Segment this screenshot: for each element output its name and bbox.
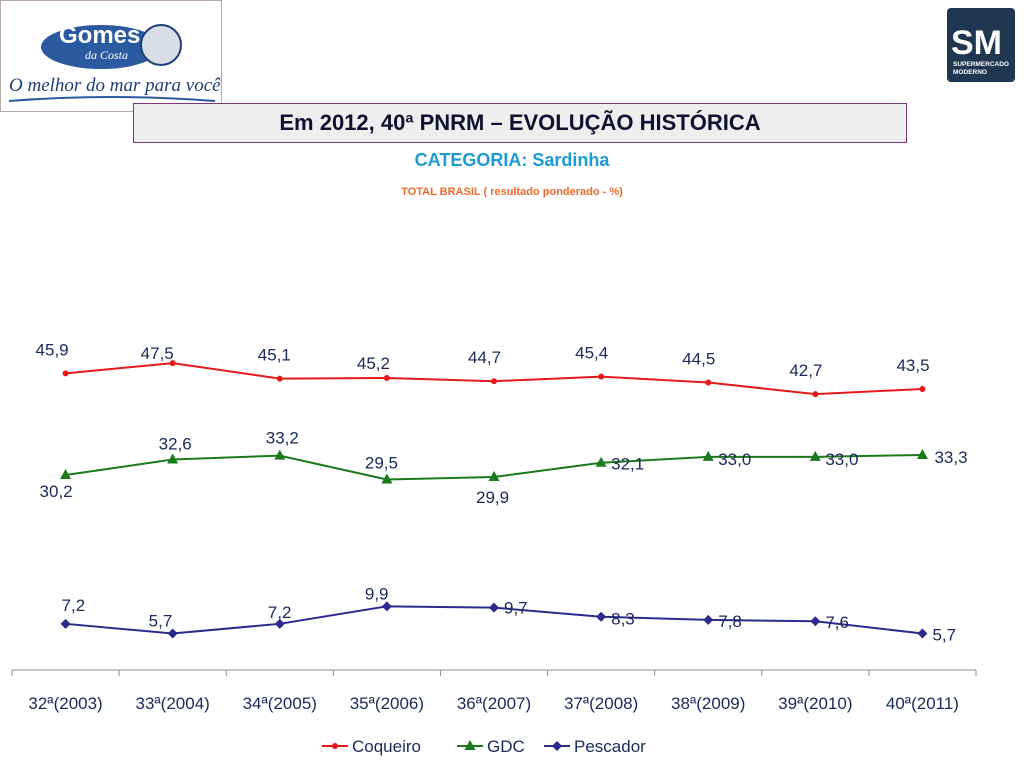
x-tick-label: 37ª(2008) [564,694,638,713]
data-label-gdc: 29,9 [476,488,509,507]
data-label-coqueiro: 44,7 [468,348,501,367]
data-point-coqueiro [812,391,819,398]
x-tick-label: 33ª(2004) [135,694,209,713]
series-gdc: 30,2 32,6 33,2 29,5 29,9 32,1 33,0 33,0 33,3 [40,429,968,507]
data-label-pescador: 9,9 [365,584,389,603]
data-point-coqueiro [598,373,605,380]
page-title: Em 2012, 40ª PNRM – EVOLUÇÃO HISTÓRICA [279,110,761,135]
data-point-gdc [274,449,286,460]
x-tick-label: 34ª(2005) [243,694,317,713]
legend-label-gdc: GDC [487,737,525,756]
legend-item-gdc: GDC [457,737,525,756]
data-label-coqueiro: 47,5 [141,344,174,363]
data-point-pescador [167,628,178,639]
x-axis: 32ª(2003) 33ª(2004) 34ª(2005) 35ª(2006) 36ª(… [11,669,977,713]
x-tick-label: 38ª(2009) [671,694,745,713]
data-point-pescador [489,602,499,613]
data-label-pescador: 9,7 [504,599,528,618]
data-point-pescador [381,601,392,612]
data-point-coqueiro [383,374,390,381]
data-point-gdc [167,453,179,464]
legend-marker-pescador [552,741,562,751]
data-label-pescador: 7,6 [825,613,849,632]
data-label-pescador: 5,7 [932,626,956,645]
x-tick-label: 35ª(2006) [350,694,424,713]
legend-item-pescador: Pescador [544,737,646,756]
data-point-coqueiro [491,378,497,385]
legend-label-pescador: Pescador [574,737,646,756]
data-label-pescador: 8,3 [611,610,635,629]
x-tick-label: 40ª(2011) [886,694,959,713]
chart-title: CATEGORIA: Sardinha [414,150,610,170]
data-label-coqueiro: 42,7 [789,361,822,380]
data-point-pescador [703,614,714,625]
legend-marker-gdc [464,740,476,750]
x-tick-label: 36ª(2007) [457,694,531,713]
data-point-coqueiro [169,360,176,367]
data-point-gdc [702,450,714,461]
header-title-box: Em 2012, 40ª PNRM – EVOLUÇÃO HISTÓRICA [133,103,907,143]
data-point-gdc [809,450,821,461]
data-label-gdc: 30,2 [40,482,73,501]
supermercado-moderno-logo: SM SUPERMERCADO MODERNO [947,8,1015,82]
data-point-pescador [274,618,285,629]
data-point-gdc [381,473,393,484]
data-point-gdc [595,456,607,467]
data-label-pescador: 7,2 [268,603,292,622]
data-point-pescador [917,628,928,639]
data-point-pescador [60,618,71,629]
data-point-coqueiro [919,385,926,392]
data-label-coqueiro: 45,9 [36,340,69,359]
data-point-coqueiro [276,375,283,382]
legend: Coqueiro GDC Pescador [322,737,646,756]
x-tick-label: 39ª(2010) [778,694,852,713]
data-label-coqueiro: 44,5 [682,349,715,368]
data-label-pescador: 7,8 [718,612,742,631]
data-label-coqueiro: 43,5 [896,356,929,375]
legend-item-coqueiro: Coqueiro [322,737,421,756]
data-label-pescador: 7,2 [62,596,86,615]
data-label-gdc: 32,6 [159,434,192,453]
series-coqueiro: 45,9 47,5 45,1 45,2 44,7 45,4 44,5 42,7 43,5 [36,340,930,398]
x-tick-label: 32ª(2003) [28,694,102,713]
data-label-pescador: 5,7 [149,612,173,631]
logo-sub: da Costa [85,48,128,62]
data-label-gdc: 33,0 [825,450,858,469]
data-label-gdc: 33,3 [934,448,967,467]
legend-label-coqueiro: Coqueiro [352,737,421,756]
data-label-coqueiro: 45,2 [357,354,390,373]
data-point-coqueiro [705,379,712,386]
series-layer: 45,9 47,5 45,1 45,2 44,7 45,4 44,5 42,7 43,5 30,2… [36,340,968,644]
data-label-gdc: 33,0 [718,450,751,469]
data-point-gdc [60,469,72,480]
chef-icon [140,24,182,66]
data-label-coqueiro: 45,1 [258,346,291,365]
supermercado-moderno-logo-graphic: SM SUPERMERCADO MODERNO [951,24,1009,76]
logo-initials: SM [951,24,1002,62]
data-label-gdc: 29,5 [365,454,398,473]
series-pescador: 7,2 5,7 7,2 9,9 9,7 8,3 7,8 7,6 5,7 [60,584,956,645]
logo-text-2: MODERNO [953,69,987,76]
logo-tagline: O melhor do mar para você. [9,75,222,96]
data-label-coqueiro: 45,4 [575,344,608,363]
data-point-gdc [916,448,928,459]
logo-text-1: SUPERMERCADO [953,61,1009,68]
data-label-gdc: 32,1 [611,455,644,474]
gomes-da-costa-logo: Gomes da Costa O melhor do mar para você… [0,0,222,112]
gomes-da-costa-logo-graphic: Gomes da Costa O melhor do mar para você… [8,22,222,102]
chart-subtitle: TOTAL BRASIL ( resultado ponderado - %) [401,186,623,198]
data-point-coqueiro [62,370,69,377]
data-point-gdc [488,470,500,481]
data-label-gdc: 33,2 [266,429,299,448]
legend-marker-coqueiro [332,743,338,749]
logo-name: Gomes [59,22,140,49]
data-point-pescador [596,611,607,622]
data-point-pescador [810,616,821,627]
